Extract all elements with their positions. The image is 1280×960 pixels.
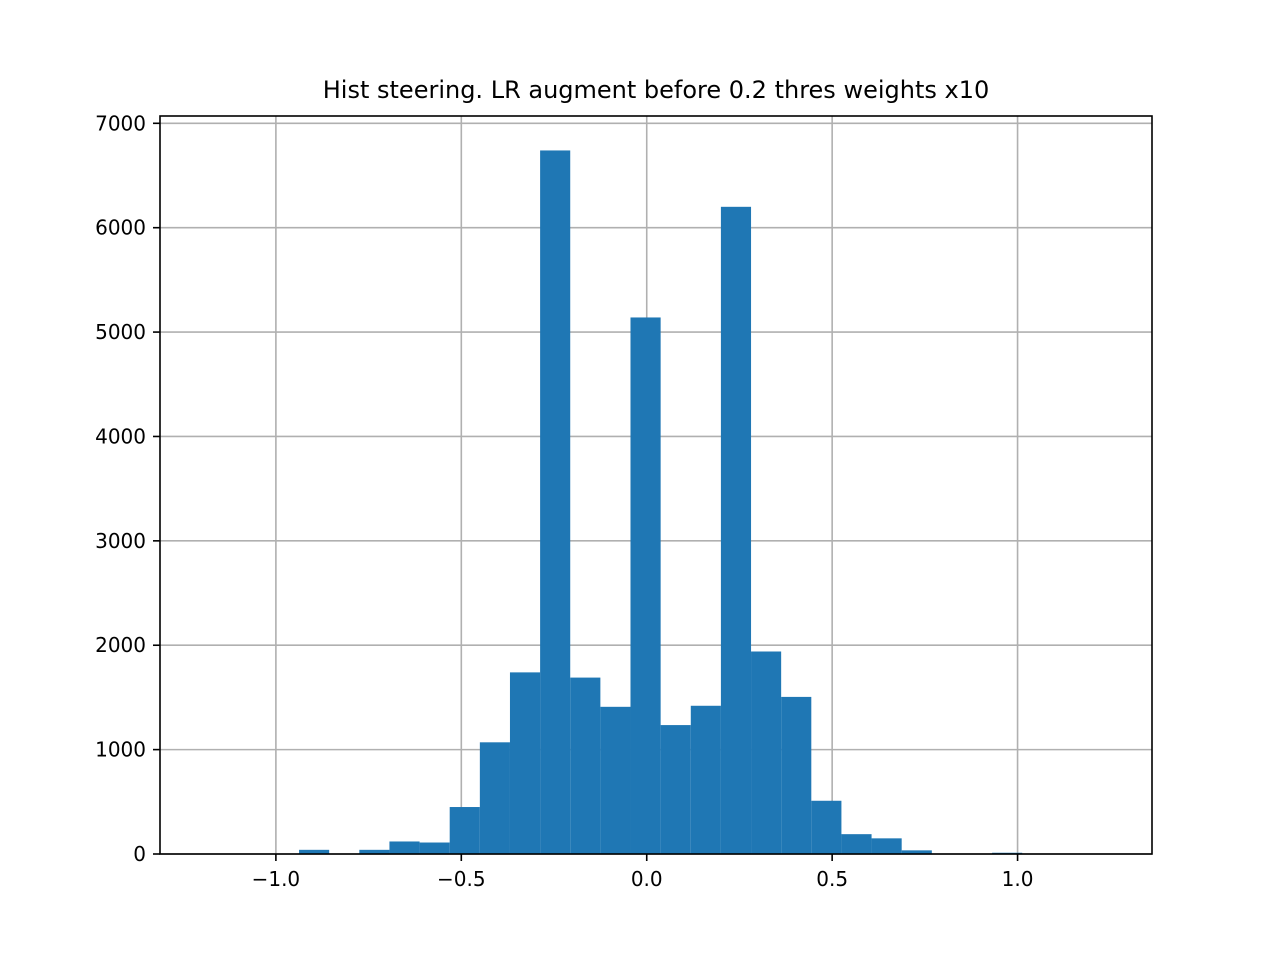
x-tick-label: −0.5 <box>437 867 486 891</box>
histogram-bar <box>720 206 752 855</box>
histogram-bar <box>540 150 571 854</box>
histogram-bar <box>901 850 932 854</box>
y-tick-label: 6000 <box>95 216 146 240</box>
y-tick-label: 2000 <box>95 633 146 657</box>
histogram-bars <box>299 150 1023 855</box>
chart-title: Hist steering. LR augment before 0.2 thr… <box>323 76 989 104</box>
histogram-bar <box>359 849 390 854</box>
histogram-bar <box>751 651 782 854</box>
y-tick-label: 0 <box>133 842 146 866</box>
histogram-bar <box>389 841 420 854</box>
histogram-bar <box>449 807 480 854</box>
histogram-bar <box>570 677 601 854</box>
axes: −1.0 −0.5 0.0 0.5 1.0 0 1000 2000 3000 4000 5000 60… <box>95 111 1153 891</box>
histogram-bar <box>781 696 812 854</box>
plot-frame <box>159 115 1153 855</box>
histogram-bar <box>419 842 450 854</box>
histogram-bar <box>871 838 902 854</box>
histogram-bar <box>600 706 631 854</box>
histogram-bar <box>479 742 510 854</box>
y-tick-label: 3000 <box>95 529 146 553</box>
histogram-bar <box>811 800 842 854</box>
x-tick-label: 0.5 <box>816 867 848 891</box>
x-tick-label: −1.0 <box>252 867 301 891</box>
histogram-bar <box>690 705 721 854</box>
histogram-bar <box>660 725 691 854</box>
histogram-bar <box>509 672 541 854</box>
x-tick-label: 1.0 <box>1002 867 1034 891</box>
x-tick-label: 0.0 <box>631 867 663 891</box>
y-tick-label: 1000 <box>95 738 146 762</box>
y-tick-label: 7000 <box>95 111 146 135</box>
y-tick-label: 5000 <box>95 320 146 344</box>
histogram-bar <box>299 849 330 854</box>
histogram-bar <box>630 317 661 854</box>
histogram-bar <box>841 834 872 854</box>
y-tick-label: 4000 <box>95 424 146 448</box>
